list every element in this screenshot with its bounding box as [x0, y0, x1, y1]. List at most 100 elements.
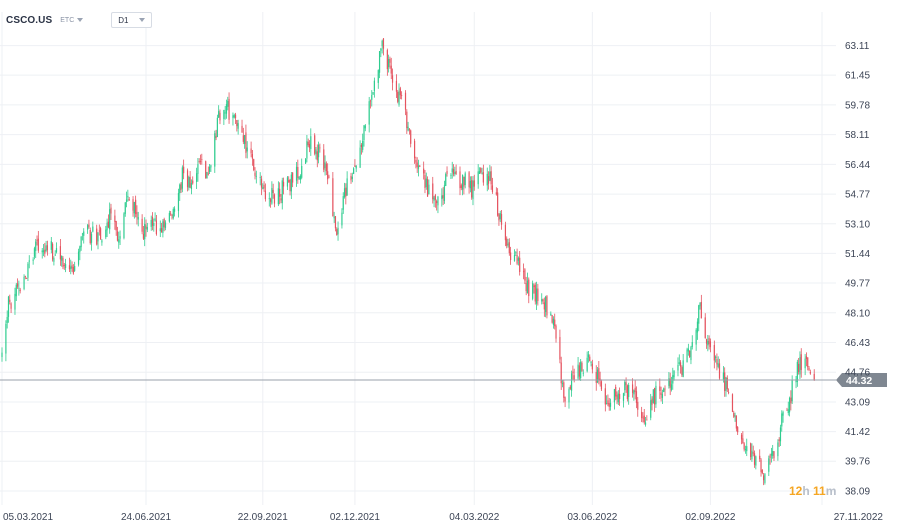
symbol-label[interactable]: CSCO.US — [6, 14, 53, 26]
candle-down — [215, 129, 217, 141]
candle-body — [613, 389, 616, 403]
candle-body — [617, 393, 619, 403]
candle-body — [408, 129, 411, 131]
candle-up — [624, 379, 626, 396]
candle-up — [119, 230, 121, 246]
candle-up — [315, 147, 317, 160]
timeframe-selector[interactable]: D1 — [111, 12, 152, 28]
candle-body — [319, 147, 321, 149]
candle-down — [554, 313, 556, 330]
candle-down — [618, 387, 621, 406]
candle-body — [497, 192, 499, 216]
candle-body — [264, 190, 266, 200]
candle-down — [559, 329, 561, 364]
candle-body — [116, 231, 119, 241]
candle-body — [162, 221, 164, 234]
candle-body — [378, 51, 381, 73]
candle-up — [18, 280, 20, 296]
candle-body — [742, 438, 744, 444]
candle-up — [218, 105, 220, 118]
candle-up — [206, 171, 208, 179]
candle-down — [419, 165, 421, 167]
candle-down — [415, 156, 417, 169]
candle-body — [170, 213, 172, 215]
candle-body — [661, 394, 664, 398]
candle-up — [644, 416, 647, 427]
candle-body — [87, 225, 89, 230]
candle-body — [691, 342, 693, 347]
candle-up — [777, 439, 779, 461]
candle-body — [569, 386, 571, 389]
candle-body — [218, 111, 220, 118]
candle-down — [487, 171, 490, 190]
candle-body — [798, 363, 800, 372]
candle-up — [172, 207, 174, 220]
candle-up — [368, 96, 370, 133]
candle-down — [473, 174, 475, 191]
candle-down — [163, 217, 165, 232]
candle-body — [81, 233, 84, 235]
market-label: ETC — [60, 16, 75, 24]
market-selector[interactable]: ETC — [60, 16, 84, 24]
candle-down — [778, 437, 780, 447]
candle-body — [262, 187, 264, 189]
candle-body — [151, 216, 154, 226]
candle-body — [425, 178, 427, 188]
candle-down — [334, 216, 337, 232]
candle-body — [362, 140, 364, 150]
candle-body — [718, 363, 721, 379]
x-tick-label: 02.09.2022 — [685, 512, 735, 523]
candle-body — [242, 135, 244, 142]
candle-body — [419, 165, 421, 167]
candle-body — [534, 284, 536, 302]
candle-down — [546, 295, 548, 319]
candle-body — [83, 231, 85, 236]
candle-body — [779, 427, 782, 442]
candle-down — [471, 176, 473, 200]
candle-body — [469, 180, 471, 189]
candle-body — [196, 173, 198, 182]
candle-down — [46, 240, 49, 256]
candle-body — [263, 184, 265, 189]
candle-down — [205, 160, 207, 179]
candle-body — [586, 357, 588, 372]
candle-down — [564, 396, 566, 408]
candle-body — [286, 177, 289, 187]
candle-body — [188, 176, 190, 188]
candle-body — [401, 94, 403, 96]
candle-body — [24, 275, 26, 277]
candle-body — [146, 227, 148, 230]
candle-down — [389, 56, 391, 69]
candle-down — [201, 153, 203, 165]
candle-down — [742, 431, 744, 444]
candle-down — [525, 276, 527, 296]
candle-body — [71, 265, 73, 269]
candle-body — [507, 243, 509, 246]
candle-up — [233, 113, 235, 119]
candle-down — [452, 164, 455, 177]
candle-body — [608, 403, 610, 407]
x-tick-label: 27.11.2022 — [834, 512, 884, 523]
candle-up — [97, 232, 99, 250]
candle-body — [686, 349, 688, 363]
candle-body — [786, 409, 788, 411]
candle-down — [718, 358, 721, 380]
candle-down — [145, 219, 147, 237]
y-tick-label: 56.44 — [845, 160, 870, 171]
candle-body — [45, 245, 47, 251]
candle-down — [253, 158, 255, 172]
candle-body — [482, 172, 484, 183]
candle-body — [782, 412, 784, 416]
candle-down — [679, 360, 682, 374]
candle-up — [41, 248, 43, 259]
candle-body — [381, 40, 383, 47]
candle-body — [328, 176, 330, 178]
candle-body — [746, 446, 748, 452]
candle-body — [616, 395, 618, 400]
candle-down — [135, 195, 137, 218]
candle-body — [768, 458, 770, 472]
candle-body — [364, 125, 366, 129]
candle-body — [436, 201, 438, 204]
candle-body — [177, 192, 180, 211]
